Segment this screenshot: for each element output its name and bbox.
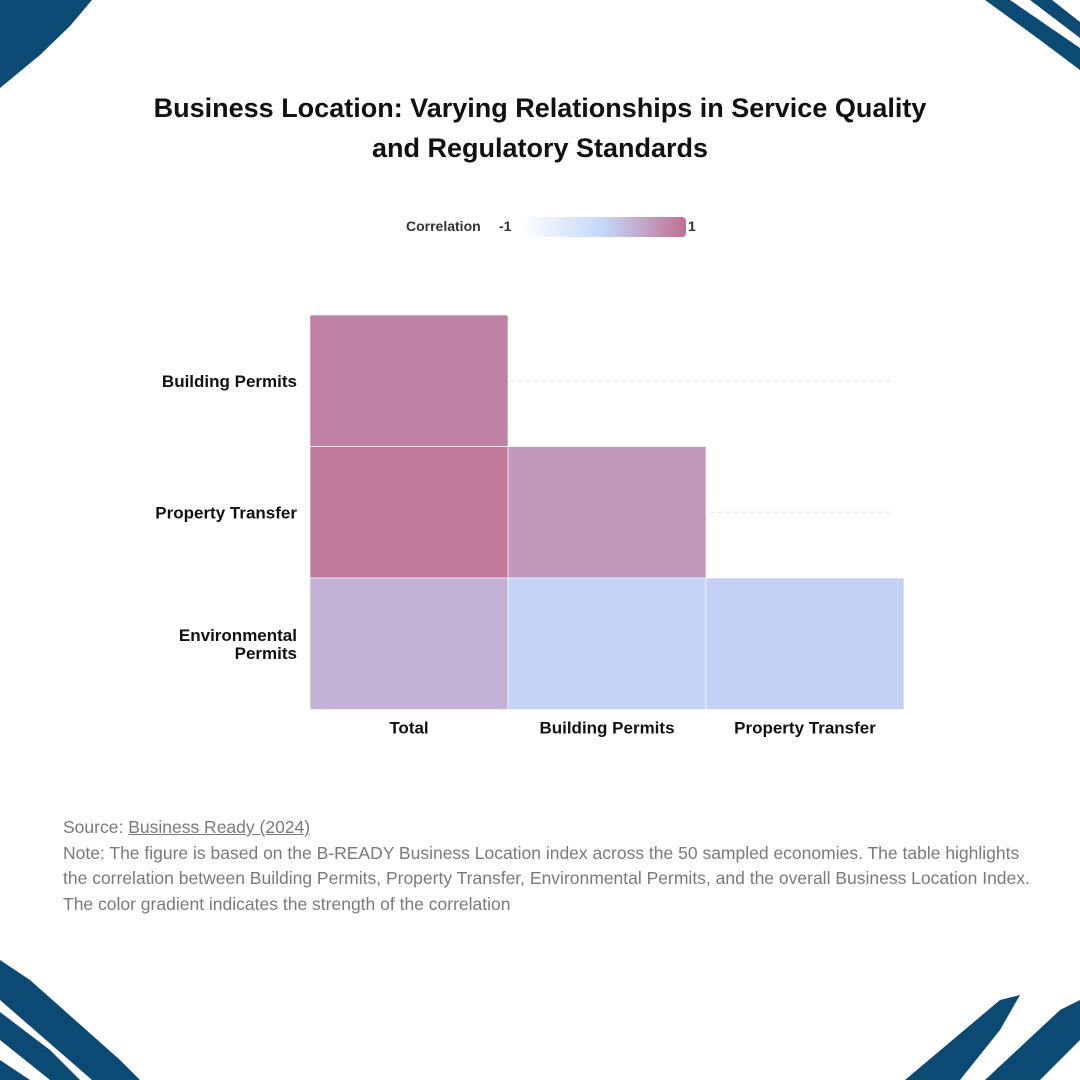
heatmap-chart: Total Building Permits Property Transfer Bu…: [155, 314, 905, 738]
chart-title-line-2: and Regulatory Standards: [371, 133, 709, 163]
source-line: Source: Business Ready (2024): [63, 815, 1038, 841]
legend-min-label: -1: [499, 218, 512, 234]
y-tick-label: Building Permits: [162, 372, 297, 391]
x-tick-label: Total: [389, 719, 428, 738]
heatmap-cell: [507, 577, 707, 710]
color-legend: Correlation -1 1: [0, 215, 1080, 239]
legend-gradient-bar: [520, 217, 686, 237]
source-prefix: Source:: [63, 817, 129, 837]
heatmap-cell: [309, 446, 509, 579]
note-text: Note: The figure is based on the B-READY…: [63, 842, 1030, 914]
chart-title: Business Location: Varying Relationships…: [0, 88, 1080, 168]
chart-footer: Source: Business Ready (2024) Note: The …: [63, 815, 1038, 917]
heatmap-cell: [705, 577, 905, 710]
heatmap-cell: [507, 446, 707, 579]
heatmap-cell: [309, 314, 509, 447]
heatmap-cell: [309, 577, 509, 710]
x-tick-label: Building Permits: [539, 719, 674, 738]
chart-title-line-1: Business Location: Varying Relationships…: [153, 93, 927, 123]
y-tick-label: Environmental Permits: [179, 626, 297, 663]
x-tick-label: Property Transfer: [734, 719, 876, 738]
source-link[interactable]: Business Ready (2024): [128, 817, 311, 837]
legend-max-label: 1: [688, 218, 696, 234]
y-tick-label: Property Transfer: [155, 503, 297, 522]
legend-title: Correlation: [406, 218, 481, 234]
